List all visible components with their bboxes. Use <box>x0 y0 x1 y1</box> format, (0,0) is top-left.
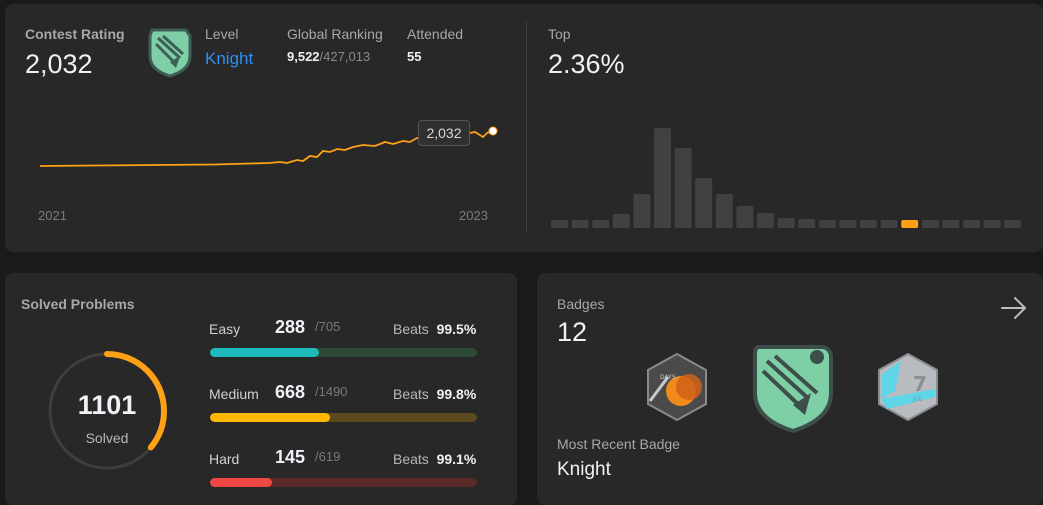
ranking-total: /427,013 <box>319 49 371 64</box>
solved-ring-progress <box>47 351 167 471</box>
solved-total-label: Solved <box>85 430 129 446</box>
histogram-bar[interactable] <box>818 220 836 228</box>
knight-badge-icon[interactable] <box>749 341 837 433</box>
july-badge-month: JUL <box>912 396 923 403</box>
easy-count: 288 <box>275 317 306 337</box>
card-divider <box>526 22 527 232</box>
hard-beats: Beats 99.1% <box>393 451 476 467</box>
hard-count: 145 <box>275 447 306 467</box>
top-value: 2.36% <box>548 49 625 79</box>
easy-progress-fill <box>210 348 319 357</box>
histogram-bar[interactable] <box>571 220 589 228</box>
attended-value: 55 <box>407 49 422 64</box>
hard-label: Hard <box>209 451 240 467</box>
hard-progress-bar <box>210 478 477 487</box>
histogram-bar[interactable] <box>654 128 671 228</box>
arrow-right-icon[interactable] <box>1000 295 1028 321</box>
july-badge-icon[interactable]: 7 JUL <box>875 351 941 423</box>
contest-rating-value: 2,032 <box>25 49 93 79</box>
hard-beats-label: Beats <box>393 451 429 467</box>
rating-distribution-histogram[interactable] <box>551 124 1025 230</box>
solved-ring[interactable] <box>45 351 175 481</box>
histogram-bar[interactable] <box>777 218 795 228</box>
solved-title: Solved Problems <box>21 296 135 312</box>
top-label: Top <box>548 26 571 42</box>
badges-title: Badges <box>557 296 605 312</box>
histogram-bar[interactable] <box>798 219 816 228</box>
medium-progress-bar <box>210 413 477 422</box>
global-ranking-value: 9,522/427,013 <box>287 49 370 64</box>
histogram-bar[interactable] <box>942 220 960 228</box>
histogram-bar-current[interactable] <box>901 220 919 228</box>
histogram-bar[interactable] <box>633 194 651 228</box>
hard-beats-value: 99.1% <box>436 451 477 467</box>
knight-shield-icon <box>148 28 192 78</box>
histogram-bar[interactable] <box>674 148 692 228</box>
histogram-bar[interactable] <box>695 178 713 228</box>
histogram-bar[interactable] <box>757 213 774 228</box>
histogram-bar[interactable] <box>612 214 630 228</box>
easy-total: /705 <box>315 319 341 334</box>
x-axis-end: 2023 <box>459 208 488 223</box>
rating-tooltip: 2,032 <box>418 120 470 146</box>
badges-count: 12 <box>557 317 588 347</box>
easy-progress-bar <box>210 348 477 357</box>
medium-count: 668 <box>275 382 306 402</box>
histogram-bar[interactable] <box>715 194 733 228</box>
x-axis-start: 2021 <box>38 208 67 223</box>
hard-total: /619 <box>315 449 341 464</box>
histogram-bar[interactable] <box>592 220 610 228</box>
contest-rating-card: Contest Rating 2,032 Level Knight Global… <box>5 4 1043 252</box>
easy-label: Easy <box>209 321 241 337</box>
level-label: Level <box>205 26 239 42</box>
hard-progress-fill <box>210 478 273 487</box>
days-badge-icon[interactable]: DAYS <box>644 351 710 423</box>
histogram-bar[interactable] <box>551 220 568 228</box>
medium-beats: Beats 99.8% <box>393 386 476 402</box>
histogram-bar[interactable] <box>983 220 1001 228</box>
medium-beats-value: 99.8% <box>436 386 477 402</box>
rating-current-point <box>488 126 498 136</box>
histogram-bar[interactable] <box>860 220 877 228</box>
ranking-value: 9,522 <box>287 49 320 64</box>
medium-label: Medium <box>209 386 259 402</box>
badges-card: Badges 12 DAYS 7 JUL Most Recent Badge K… <box>537 273 1043 505</box>
recent-badge-value: Knight <box>557 459 611 480</box>
histogram-bar[interactable] <box>880 220 898 228</box>
level-value: Knight <box>205 49 254 68</box>
histogram-bar[interactable] <box>963 220 980 228</box>
medium-progress-fill <box>210 413 330 422</box>
histogram-bar[interactable] <box>839 220 857 228</box>
histogram-bar[interactable] <box>1004 220 1022 228</box>
global-ranking-label: Global Ranking <box>287 26 383 42</box>
easy-beats-value: 99.5% <box>436 321 477 337</box>
medium-total: /1490 <box>315 384 348 399</box>
solved-problems-card: Solved Problems 1101 Solved Easy 288 /70… <box>5 273 517 505</box>
attended-label: Attended <box>407 26 464 42</box>
recent-badge-label: Most Recent Badge <box>557 436 680 452</box>
july-badge-number: 7 <box>913 372 927 396</box>
medium-beats-label: Beats <box>393 386 429 402</box>
contest-rating-label: Contest Rating <box>25 26 125 42</box>
histogram-bar[interactable] <box>736 206 754 228</box>
days-badge-text: DAYS <box>660 374 676 381</box>
solved-total: 1101 <box>77 390 137 420</box>
easy-beats-label: Beats <box>393 321 429 337</box>
easy-beats: Beats 99.5% <box>393 321 476 337</box>
histogram-bar[interactable] <box>921 220 939 228</box>
